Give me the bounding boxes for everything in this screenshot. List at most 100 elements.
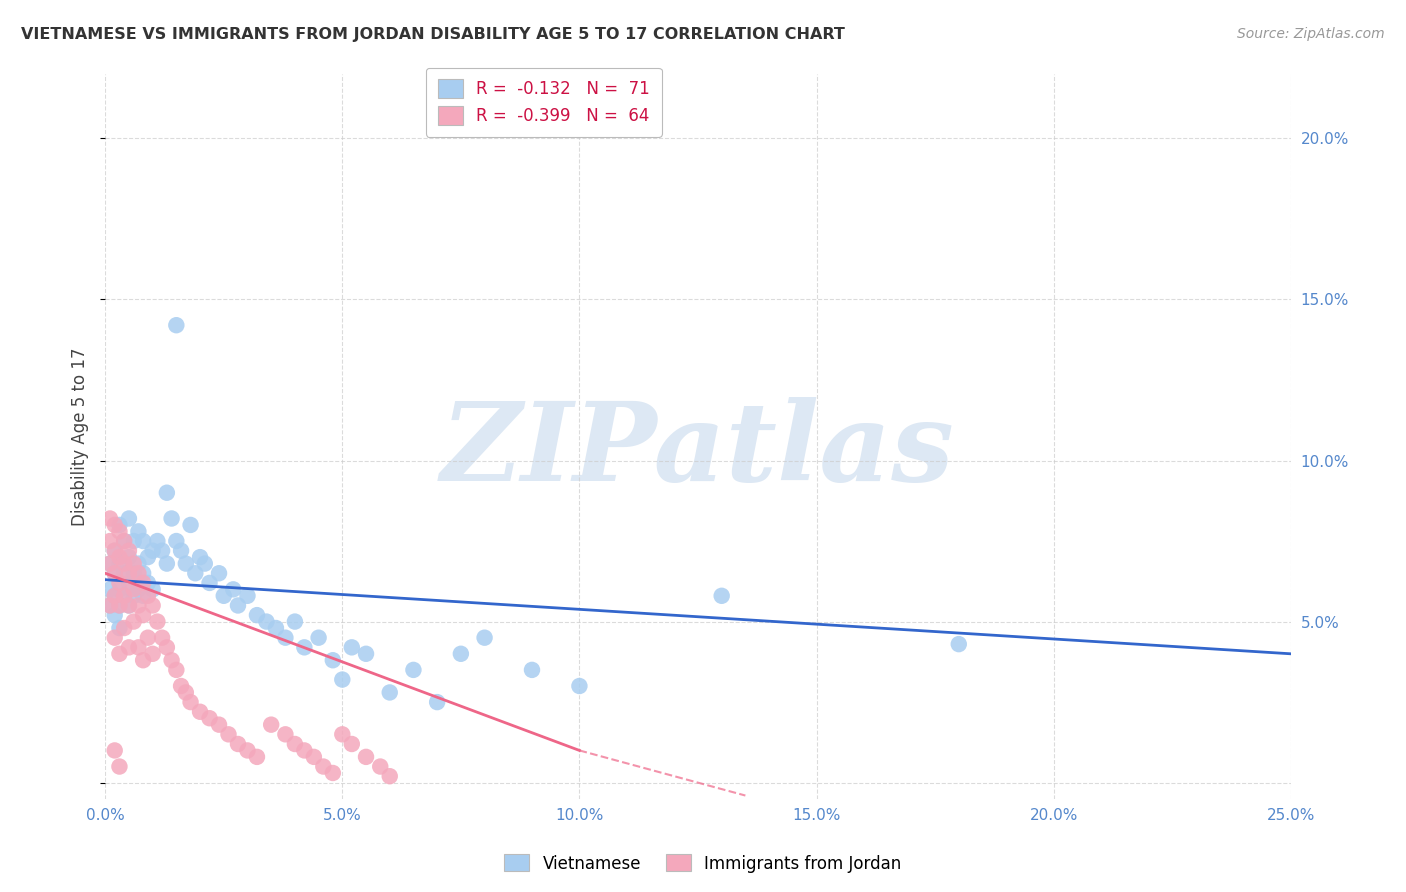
Point [236, 589, 259, 603]
Point [118, 543, 141, 558]
Point [330, 673, 353, 687]
Point [136, 589, 159, 603]
Text: Source: ZipAtlas.com: Source: ZipAtlas.com [1237, 27, 1385, 41]
Point [132, 566, 155, 581]
Point [98, 599, 121, 613]
Point [322, 766, 344, 780]
Point [354, 750, 377, 764]
Point [127, 566, 149, 581]
Point [340, 737, 363, 751]
Point [98, 582, 121, 597]
Point [104, 589, 127, 603]
Point [212, 589, 235, 603]
Point [108, 621, 131, 635]
Point [368, 759, 391, 773]
Point [136, 631, 159, 645]
Text: ZIPatlas: ZIPatlas [441, 397, 955, 505]
Point [112, 589, 135, 603]
Point [108, 575, 131, 590]
Point [170, 543, 193, 558]
Point [198, 711, 221, 725]
Point [194, 557, 217, 571]
Point [122, 589, 145, 603]
Point [322, 653, 344, 667]
Point [127, 557, 149, 571]
Point [184, 566, 207, 581]
Point [260, 717, 283, 731]
Point [108, 557, 131, 571]
Point [108, 599, 131, 613]
Point [136, 575, 159, 590]
Point [122, 534, 145, 549]
Point [292, 743, 315, 757]
Point [108, 524, 131, 539]
Point [284, 737, 307, 751]
Point [122, 582, 145, 597]
Point [188, 550, 211, 565]
Point [188, 705, 211, 719]
Point [146, 534, 169, 549]
Point [246, 608, 269, 623]
Point [378, 769, 401, 783]
Point [378, 685, 401, 699]
Point [308, 631, 330, 645]
Point [112, 566, 135, 581]
Point [208, 566, 231, 581]
Point [98, 534, 121, 549]
Legend: Vietnamese, Immigrants from Jordan: Vietnamese, Immigrants from Jordan [498, 847, 908, 880]
Point [142, 647, 165, 661]
Point [264, 621, 287, 635]
Point [104, 566, 127, 581]
Point [108, 647, 131, 661]
Point [292, 640, 315, 655]
Point [274, 727, 297, 741]
Point [98, 557, 121, 571]
Point [108, 582, 131, 597]
Point [174, 557, 197, 571]
Point [108, 759, 131, 773]
Point [156, 640, 179, 655]
Point [160, 653, 183, 667]
Point [568, 679, 591, 693]
Point [160, 511, 183, 525]
Point [132, 575, 155, 590]
Point [180, 517, 202, 532]
Point [146, 615, 169, 629]
Point [226, 737, 249, 751]
Point [104, 543, 127, 558]
Point [150, 543, 173, 558]
Point [132, 608, 155, 623]
Point [112, 534, 135, 549]
Point [127, 640, 149, 655]
Point [340, 640, 363, 655]
Y-axis label: Disability Age 5 to 17: Disability Age 5 to 17 [72, 347, 89, 525]
Point [948, 637, 970, 651]
Point [118, 566, 141, 581]
Point [104, 743, 127, 757]
Point [402, 663, 425, 677]
Point [450, 647, 472, 661]
Point [256, 615, 278, 629]
Point [198, 575, 221, 590]
Point [118, 511, 141, 525]
Point [170, 679, 193, 693]
Point [174, 685, 197, 699]
Point [104, 566, 127, 581]
Point [112, 534, 135, 549]
Point [104, 608, 127, 623]
Point [330, 727, 353, 741]
Legend: R =  -0.132   N =  71, R =  -0.399   N =  64: R = -0.132 N = 71, R = -0.399 N = 64 [426, 68, 662, 136]
Point [108, 517, 131, 532]
Point [104, 589, 127, 603]
Point [108, 550, 131, 565]
Point [104, 517, 127, 532]
Point [104, 631, 127, 645]
Point [226, 599, 249, 613]
Point [127, 599, 149, 613]
Point [302, 750, 325, 764]
Point [142, 582, 165, 597]
Point [132, 653, 155, 667]
Point [165, 318, 187, 333]
Point [156, 557, 179, 571]
Point [118, 599, 141, 613]
